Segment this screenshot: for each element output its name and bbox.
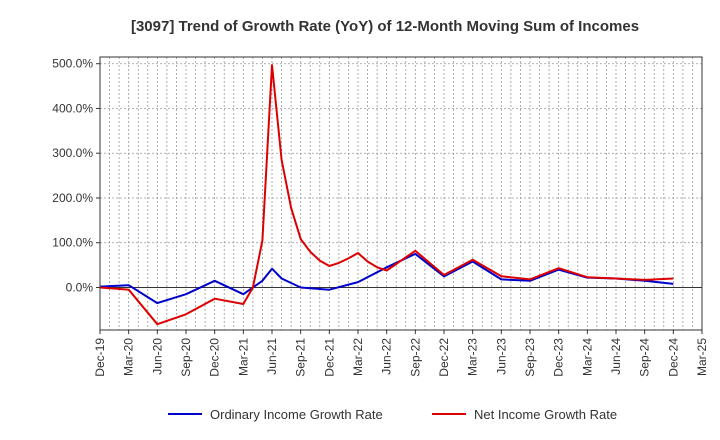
axes: 0.0% 100.0% 200.0% 300.0% 400.0% 500.0% Dec-19…: [52, 57, 709, 377]
x-tick-label: Dec-20: [208, 338, 222, 377]
x-tick-label: Dec-24: [666, 338, 680, 377]
x-tick-label: Mar-20: [122, 338, 136, 376]
x-tick-label: Sep-20: [179, 338, 193, 377]
chart-title: [3097] Trend of Growth Rate (YoY) of 12-…: [131, 18, 639, 35]
y-tick-label: 100.0%: [52, 236, 93, 250]
y-tick-label: 0.0%: [66, 280, 94, 294]
series-line-1: [99, 252, 674, 305]
x-tick-label: Dec-21: [322, 338, 336, 377]
x-tick-label: Jun-23: [494, 338, 508, 375]
x-tick-label: Dec-22: [437, 338, 451, 377]
legend: Ordinary Income Growth Rate Net Income Gr…: [168, 407, 617, 422]
x-tick-label: Mar-24: [580, 338, 594, 376]
x-tick-label: Sep-24: [638, 338, 652, 377]
series-lines: [99, 64, 674, 326]
plot-frame: [99, 56, 703, 331]
series-line-2: [99, 64, 674, 326]
legend-label-1: Ordinary Income Growth Rate: [210, 407, 383, 422]
x-tick-label: Sep-23: [523, 338, 537, 377]
x-tick-label: Sep-21: [294, 338, 308, 377]
y-tick-label: 400.0%: [52, 101, 93, 115]
x-tick-label: Jun-20: [150, 338, 164, 375]
x-tick-label: Mar-21: [236, 338, 250, 376]
x-tick-label: Mar-23: [466, 338, 480, 376]
x-tick-label: Jun-22: [380, 338, 394, 375]
x-tick-label: Sep-22: [408, 338, 422, 377]
x-tick-label: Mar-25: [695, 338, 709, 376]
x-tick-label: Jun-21: [265, 338, 279, 375]
y-tick-label: 500.0%: [52, 57, 93, 71]
legend-label-2: Net Income Growth Rate: [474, 407, 617, 422]
x-tick-label: Dec-19: [93, 338, 107, 377]
grid: [100, 57, 702, 330]
x-tick-label: Jun-24: [609, 338, 623, 375]
x-tick-label: Mar-22: [351, 338, 365, 376]
y-tick-label: 200.0%: [52, 191, 93, 205]
x-tick-label: Dec-23: [552, 338, 566, 377]
y-tick-label: 300.0%: [52, 146, 93, 160]
